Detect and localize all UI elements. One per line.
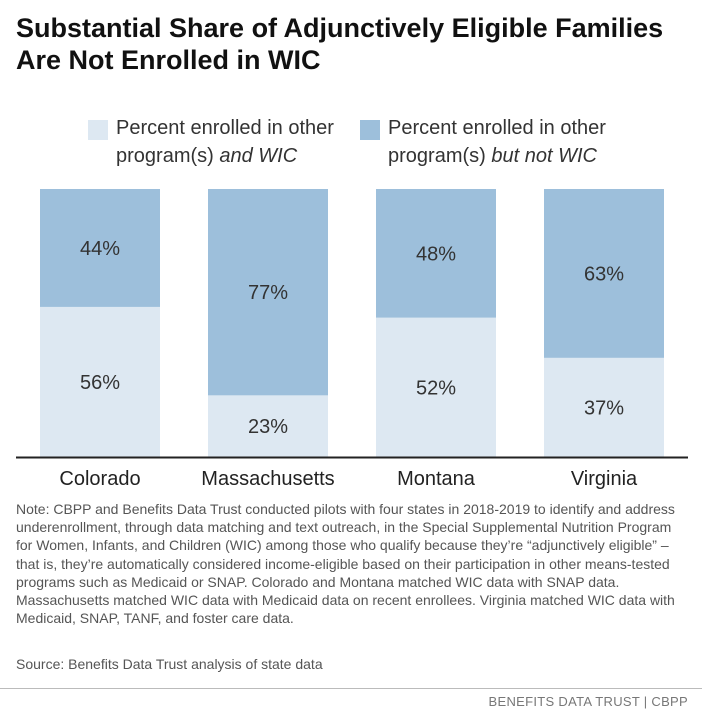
- legend-item-not-wic: Percent enrolled in other program(s) but…: [360, 114, 606, 170]
- bar-colorado-series-1: [40, 306, 160, 457]
- legend-label-not-wic: Percent enrolled in other program(s) but…: [388, 117, 606, 167]
- legend-swatch-and-wic: [88, 120, 108, 140]
- bar-montana-series-2: [376, 189, 496, 318]
- bar-colorado-series-2: [40, 189, 160, 307]
- x-tick-label-virginia: Virginia: [571, 468, 638, 490]
- x-tick-label-massachusetts: Massachusetts: [201, 468, 334, 490]
- chart-source: Source: Benefits Data Trust analysis of …: [16, 656, 323, 672]
- bar-virginia-series-1: [544, 357, 664, 457]
- bar-montana-series-1: [376, 317, 496, 457]
- chart-title: Substantial Share of Adjunctively Eligib…: [16, 13, 664, 75]
- data-label-colorado-series-1: 56%: [80, 372, 120, 394]
- legend-swatch-not-wic: [360, 120, 380, 140]
- legend-item-and-wic: Percent enrolled in other program(s) and…: [88, 114, 334, 170]
- data-label-colorado-series-2: 44%: [80, 238, 120, 260]
- data-label-virginia-series-1: 37%: [584, 397, 624, 419]
- bar-massachusetts-series-1: [208, 395, 328, 457]
- footer-credit: BENEFITS DATA TRUST | CBPP: [488, 694, 688, 709]
- legend-label-and-wic: Percent enrolled in other program(s) and…: [116, 117, 334, 167]
- data-label-massachusetts-series-1: 23%: [248, 416, 288, 438]
- data-label-montana-series-1: 52%: [416, 377, 456, 399]
- bar-virginia-series-2: [544, 189, 664, 358]
- chart-note: Note: CBPP and Benefits Data Trust condu…: [16, 501, 675, 627]
- stacked-bar-chart: 56% 44% Colorado 23% 77% Massachusetts 52% 48% M…: [16, 189, 688, 490]
- x-tick-label-montana: Montana: [397, 468, 476, 490]
- x-tick-label-colorado: Colorado: [59, 468, 140, 490]
- data-label-montana-series-2: 48%: [416, 243, 456, 265]
- footer-divider: [0, 688, 702, 689]
- bar-massachusetts-series-2: [208, 189, 328, 396]
- data-label-massachusetts-series-2: 77%: [248, 282, 288, 304]
- data-label-virginia-series-2: 63%: [584, 263, 624, 285]
